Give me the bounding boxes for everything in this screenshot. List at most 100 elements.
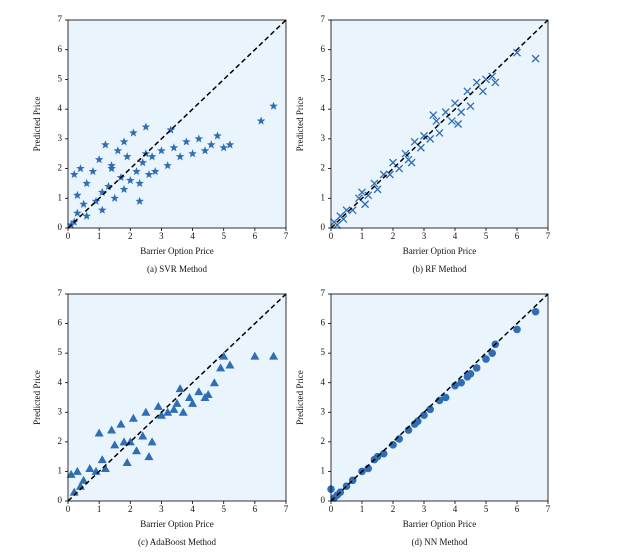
point [194,387,204,396]
x-tick-label: 4 [190,504,195,514]
point [163,407,173,416]
point [73,208,82,217]
caption: (c) AdaBoost Method [138,537,216,547]
y-axis-label: Predicted Price [295,97,305,152]
identity-line [330,293,549,502]
y-tick-label: 5 [58,73,63,83]
x-tick-label: 5 [221,231,226,241]
point [163,161,172,170]
x-tick-label: 1 [360,504,365,514]
y-tick-label: 2 [58,163,63,173]
point [144,452,154,461]
point [73,190,82,199]
point [441,108,450,117]
point [429,111,438,120]
x-tick-label: 3 [422,231,427,241]
x-tick-label: 2 [391,231,396,241]
point [104,181,113,191]
x-axis-label: Barrier Option Price [403,246,476,256]
x-tick-label: 6 [515,231,520,241]
y-axis-label: Predicted Price [295,370,305,425]
point [457,108,466,117]
point [219,351,229,360]
point [150,167,160,176]
point [147,437,157,446]
point [333,221,342,229]
y-tick-label: 1 [321,465,326,475]
point [379,449,388,458]
y-tick-label: 0 [321,222,326,232]
point [414,417,422,425]
point [370,179,379,188]
point [175,152,185,161]
y-tick-label: 2 [58,436,63,446]
point [141,407,151,416]
y-tick-label: 3 [321,133,326,143]
caption: (d) NN Method [412,537,468,547]
point [463,87,472,96]
point [82,178,91,188]
point [110,193,119,202]
point [416,143,425,152]
point [472,364,481,372]
y-tick-label: 3 [58,133,63,143]
point [122,458,132,467]
point [85,463,95,472]
point [76,164,85,173]
point [119,137,129,146]
point [432,117,441,125]
point [385,170,394,179]
x-tick-label: 3 [422,504,427,514]
point [188,149,197,158]
point [122,152,132,161]
y-tick-label: 1 [58,465,63,475]
identity-line [67,19,287,229]
point [156,410,166,419]
y-axis-label: Predicted Price [32,370,42,425]
y-tick-label: 1 [321,192,326,202]
point [126,175,135,185]
x-tick-label: 6 [253,504,258,514]
y-tick-label: 6 [58,318,63,328]
point [169,143,179,152]
point [101,140,110,149]
point [107,164,116,173]
y-tick-label: 3 [58,406,63,416]
point [478,87,487,96]
point [194,134,204,143]
point [454,120,463,128]
point [91,196,101,205]
point [420,411,428,420]
y-tick-label: 0 [321,495,326,505]
x-tick-label: 5 [221,504,226,514]
point [513,48,521,57]
x-tick-label: 0 [329,231,334,241]
point [166,125,176,134]
y-tick-label: 3 [321,406,326,416]
y-tick-label: 7 [321,14,326,24]
point [129,128,138,137]
x-tick-label: 5 [484,504,489,514]
point [407,158,416,167]
point [426,134,435,143]
x-tick-label: 2 [128,231,133,241]
point [88,167,98,176]
point [66,469,76,478]
point [342,206,351,215]
point [426,405,435,414]
x-axis-label: Barrier Option Price [403,519,476,529]
point [364,191,373,200]
x-tick-label: 0 [66,504,71,514]
point [354,194,363,203]
y-tick-label: 6 [321,44,326,54]
y-tick-label: 4 [58,377,63,387]
point [441,393,450,402]
point [82,211,91,220]
point [79,475,89,484]
point [94,155,104,164]
y-tick-label: 0 [58,222,63,232]
point [132,446,142,455]
y-tick-label: 4 [321,103,326,113]
